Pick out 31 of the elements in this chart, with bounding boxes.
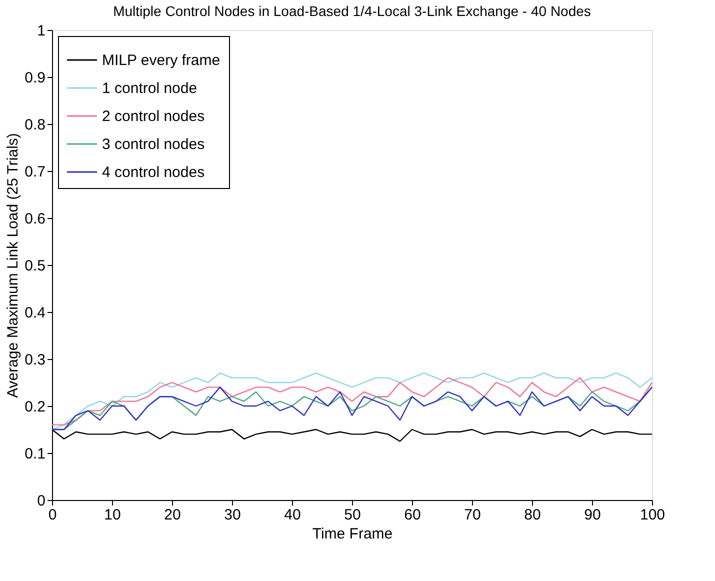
x-tick-label: 10 [104,506,121,524]
legend-label: 2 control nodes [102,108,205,125]
x-tick-label: 100 [640,506,666,524]
y-axis-title: Average Maximum Link Load (25 Trials) [4,133,22,398]
y-tick-label: 0.9 [24,70,46,86]
y-tick-label: 0.2 [24,398,46,416]
x-axis-title: Time Frame [312,526,393,542]
y-tick-label: 0.5 [24,258,46,274]
y-tick-label: 0.3 [24,352,46,368]
chart-title: Multiple Control Nodes in Load-Based 1/4-Local 3-Link Exchange - 40 Nodes [113,3,591,19]
x-tick-label: 40 [284,506,301,524]
legend-label: 1 control node [102,80,198,97]
x-tick-label: 50 [344,506,361,524]
x-tick-label: 0 [48,506,57,524]
x-tick-label: 30 [224,506,241,524]
legend-label: MILP every frame [102,52,220,69]
x-tick-label: 60 [404,506,421,524]
x-tick-label: 90 [584,506,601,524]
y-tick-label: 0.7 [24,164,46,180]
y-tick-label: 0.4 [24,304,46,322]
y-tick-label: 1 [37,22,46,40]
y-tick-label: 0.6 [24,210,46,228]
y-tick-label: 0.1 [24,446,46,462]
legend-label: 3 control nodes [102,136,205,153]
y-tick-label: 0.8 [24,116,46,134]
x-tick-label: 20 [164,506,181,524]
legend-label: 4 control nodes [102,164,205,181]
x-tick-label: 80 [524,506,541,524]
line-series [51,386,653,430]
x-tick-label: 70 [464,506,481,524]
y-tick-label: 0 [37,492,46,510]
